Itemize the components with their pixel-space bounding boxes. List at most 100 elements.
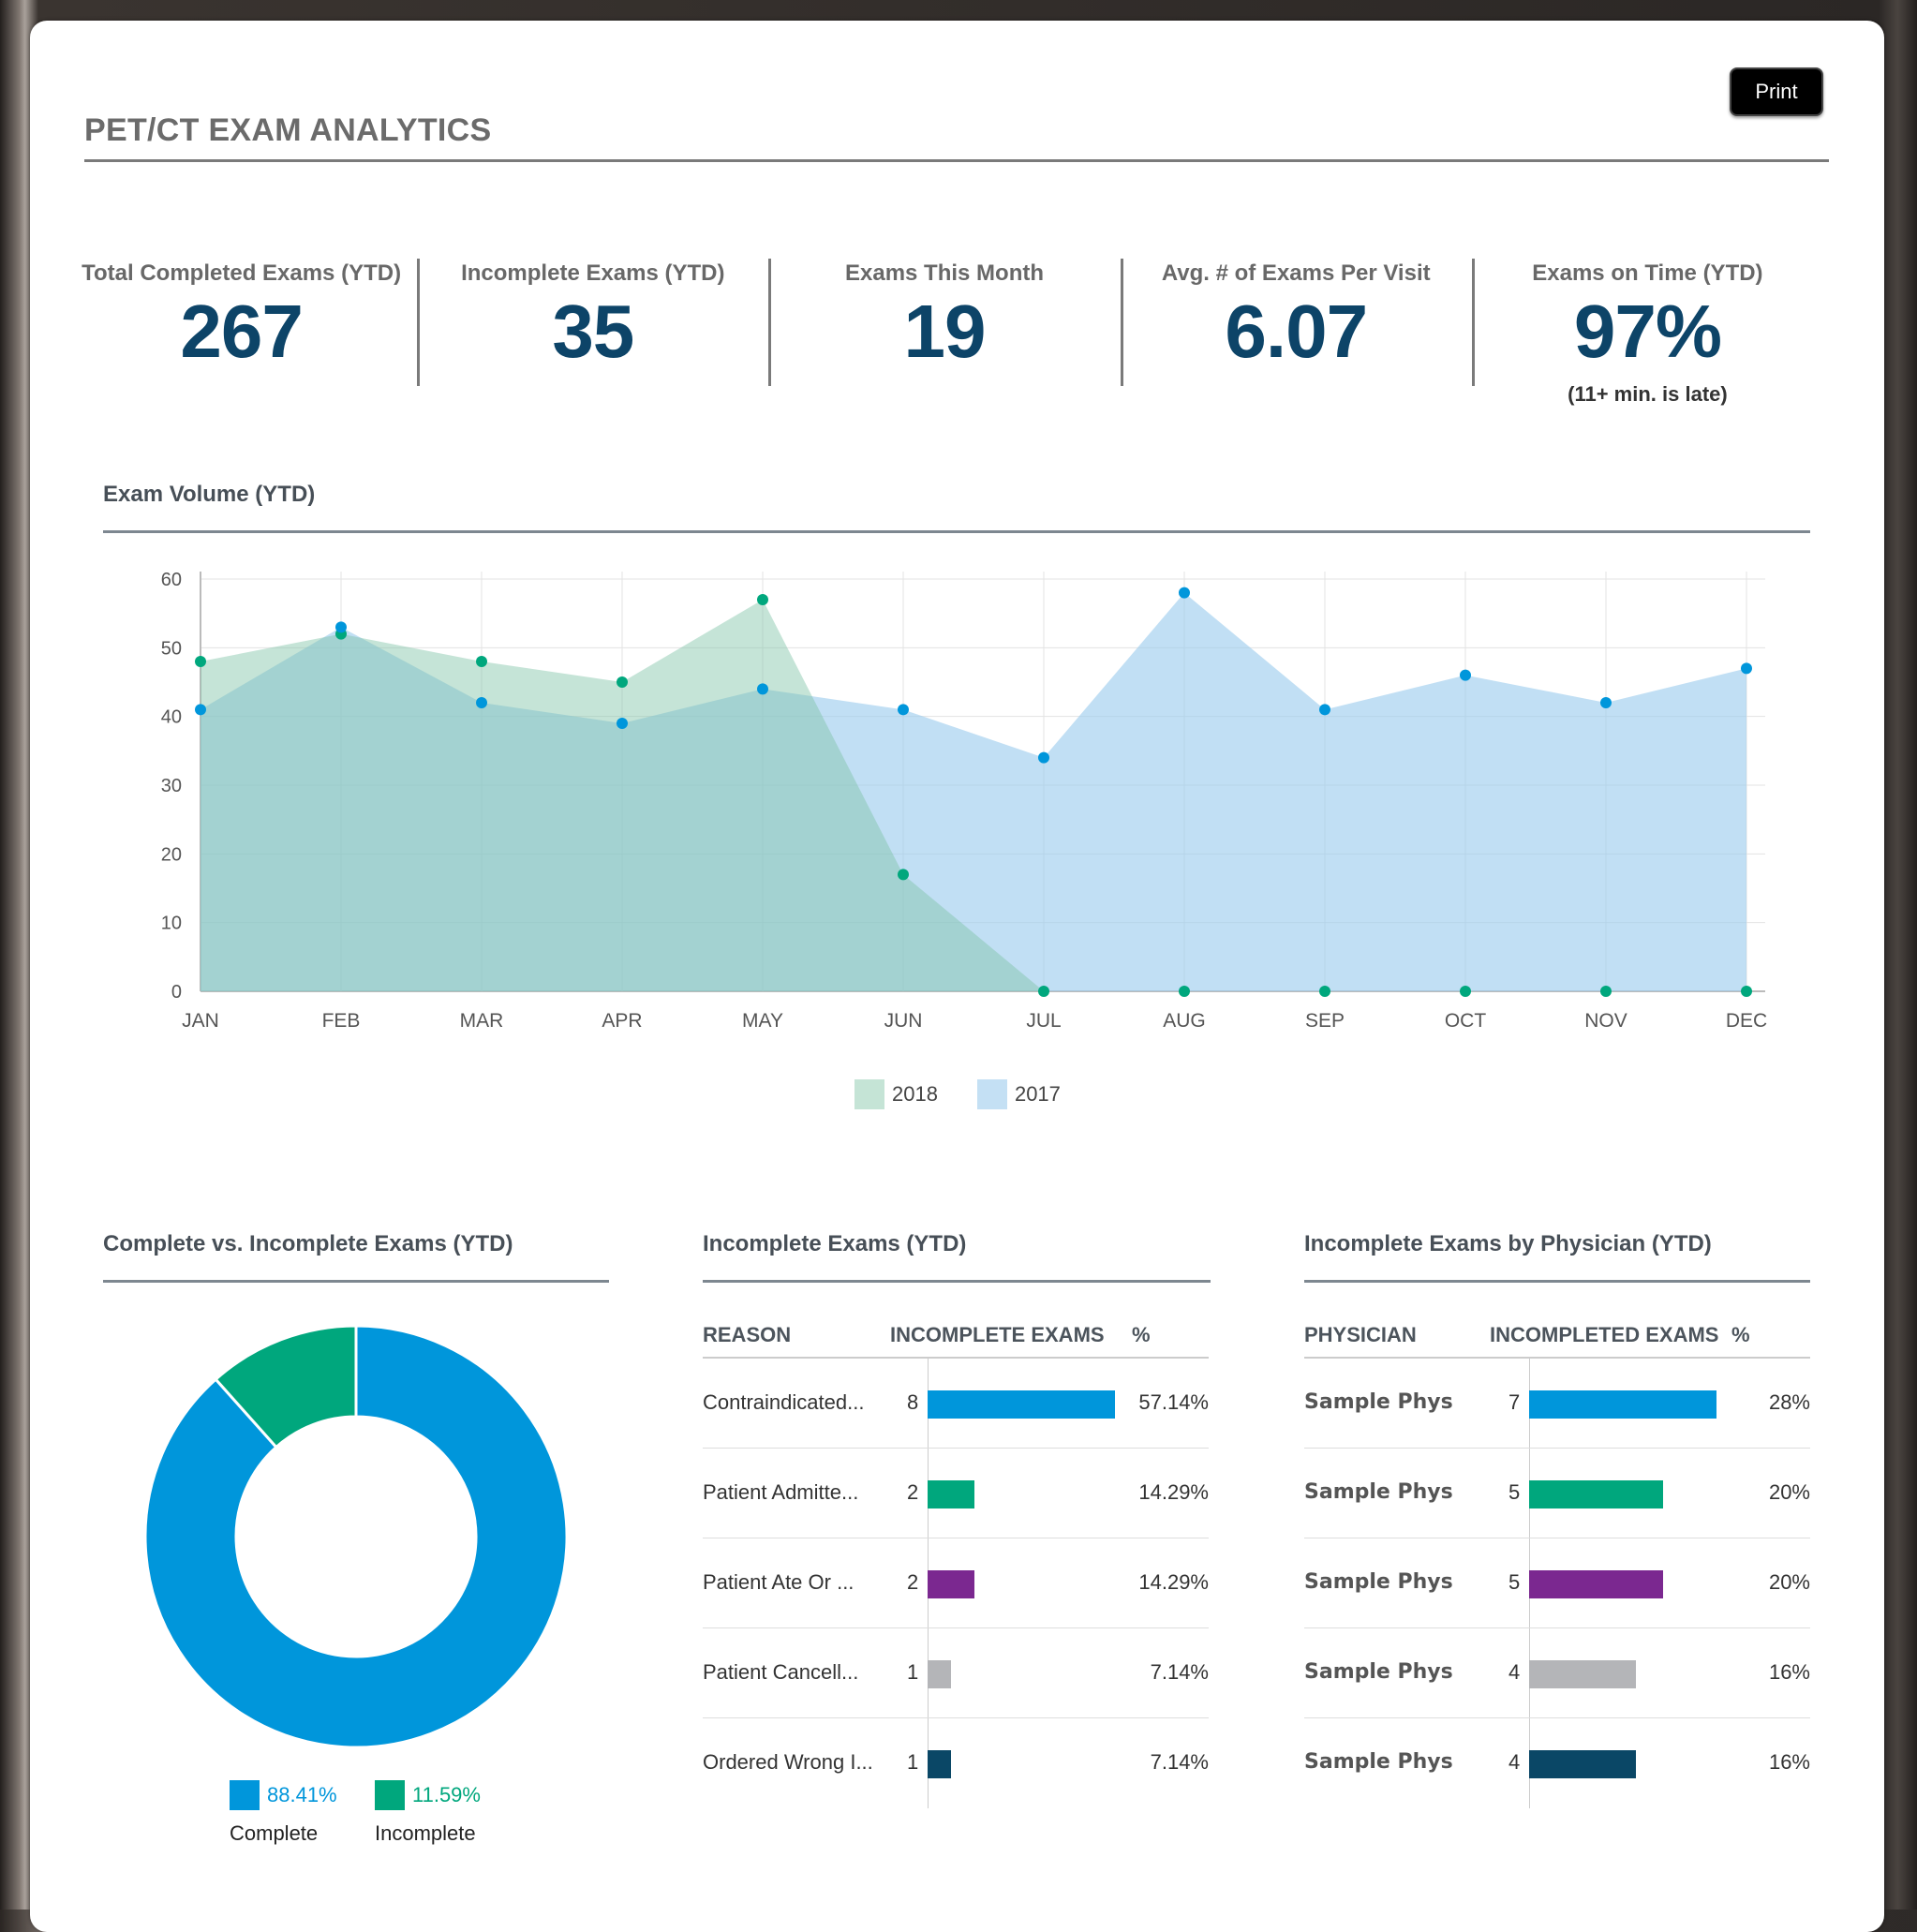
count-value: 4 [1508,1750,1521,1774]
kpi-strip: Total Completed Exams (YTD) 267 Incomple… [66,253,1823,422]
y-tick-label: 20 [161,844,182,865]
point-2017 [1460,669,1471,681]
percent-value: 7.14% [1150,1750,1209,1774]
legend-label-2017: 2017 [1014,1082,1061,1106]
reason-text: Contraindicated... [703,1390,865,1414]
kpi-incomplete: Incomplete Exams (YTD) 35 [417,253,768,422]
count-value: 4 [1508,1660,1521,1684]
point-2018 [1038,986,1049,997]
point-2017 [1319,704,1330,716]
point-2018 [898,869,909,881]
table-row[interactable]: Sample Phys 7 28% [1304,1359,1810,1449]
value-bar [1529,1390,1716,1419]
table-row[interactable]: Patient Ate Or ... 2 14.29% [703,1538,1209,1628]
reasons-table: REASON INCOMPLETE EXAMS % Contraindicate… [703,1319,1209,1816]
table-row[interactable]: Sample Phys 5 20% [1304,1449,1810,1538]
point-2017 [617,718,628,729]
kpi-label: Exams This Month [844,260,1045,286]
physician-name: Sample Phys [1304,1390,1453,1414]
y-tick-label: 60 [161,570,182,590]
donut-slice-incomplete [214,1324,358,1449]
kpi-total-completed: Total Completed Exams (YTD) 267 [66,253,417,422]
table-row[interactable]: Sample Phys 4 16% [1304,1718,1810,1808]
table-row[interactable]: Sample Phys 4 16% [1304,1628,1810,1718]
legend-swatch-complete [230,1780,260,1810]
y-tick-label: 30 [161,776,182,796]
reason-text: Patient Cancell... [703,1660,859,1684]
count-value: 1 [907,1660,919,1684]
value-bar [928,1570,974,1598]
volume-divider [103,530,1810,533]
point-2018 [1600,986,1612,997]
x-tick-label: JAN [182,1010,219,1032]
volume-title: Exam Volume (YTD) [103,482,316,507]
reason-text: Ordered Wrong I... [703,1750,873,1774]
physician-name: Sample Phys [1304,1660,1453,1684]
point-2017 [335,621,347,633]
x-tick-label: NOV [1584,1010,1627,1032]
legend-swatch-2018 [854,1079,884,1109]
percent-value: 16% [1768,1750,1810,1774]
kpi-value: 267 [180,290,303,373]
legend-swatch-2017 [976,1079,1007,1109]
count-value: 5 [1508,1570,1521,1594]
point-2017 [476,697,487,708]
area-2018 [201,600,1746,991]
donut-legend-complete: 88.41% Complete [230,1780,337,1846]
percent-value: 28% [1768,1390,1810,1414]
x-tick-label: MAR [460,1010,504,1032]
volume-legend: 2018 2017 [854,1079,1061,1109]
col-reason: REASON [703,1323,792,1346]
count-value: 2 [907,1480,919,1504]
print-button[interactable]: Print [1730,67,1823,116]
kpi-value: 97% [1573,290,1722,373]
percent-value: 57.14% [1138,1390,1209,1414]
table-row[interactable]: Sample Phys 5 20% [1304,1538,1810,1628]
x-tick-label: JUL [1026,1010,1061,1032]
table-row[interactable]: Patient Admitte... 2 14.29% [703,1449,1209,1538]
point-2018 [195,656,206,667]
physician-divider [1304,1280,1810,1283]
point-2018 [617,676,628,688]
point-2017 [1741,662,1752,675]
table-row[interactable]: Contraindicated... 8 57.14% [703,1359,1209,1449]
donut-title: Complete vs. Incomplete Exams (YTD) [103,1231,513,1256]
percent-value: 16% [1768,1660,1810,1684]
area-2017 [201,592,1746,991]
donut-divider [103,1280,609,1283]
point-2017 [1179,587,1190,599]
physician-name: Sample Phys [1304,1750,1453,1774]
count-value: 8 [907,1390,919,1414]
percent-value: 14.29% [1138,1570,1209,1594]
kpi-label: Total Completed Exams (YTD) [82,260,402,286]
x-tick-label: JUN [884,1010,923,1032]
physician-name: Sample Phys [1304,1480,1453,1504]
table-row[interactable]: Patient Cancell... 1 7.14% [703,1628,1209,1718]
y-tick-label: 50 [161,638,182,659]
y-tick-label: 40 [161,707,182,728]
value-bar [928,1660,951,1688]
point-2017 [898,704,909,716]
percent-value: 14.29% [1138,1480,1209,1504]
title-divider [84,159,1829,162]
point-2017 [1600,697,1612,708]
x-tick-label: OCT [1445,1010,1487,1032]
kpi-value: 6.07 [1225,290,1368,373]
table-row[interactable]: Ordered Wrong I... 1 7.14% [703,1718,1209,1808]
col-physician: PHYSICIAN [1304,1323,1417,1346]
kpi-avg-per-visit: Avg. # of Exams Per Visit 6.07 [1120,253,1472,422]
value-bar [1529,1480,1663,1508]
kpi-note: (11+ min. is late) [1568,382,1728,406]
x-tick-label: AUG [1163,1010,1206,1032]
y-tick-label: 0 [171,982,182,1003]
incomplete-percent: 11.59% [412,1783,481,1806]
col-percent: % [1132,1323,1151,1346]
page-title: PET/CT EXAM ANALYTICS [84,112,492,148]
value-bar [928,1480,974,1508]
physician-name: Sample Phys [1304,1570,1453,1594]
x-tick-label: APR [602,1010,642,1032]
value-bar [928,1750,951,1778]
value-bar [1529,1570,1663,1598]
x-tick-label: SEP [1305,1010,1345,1032]
x-tick-label: FEB [322,1010,361,1032]
